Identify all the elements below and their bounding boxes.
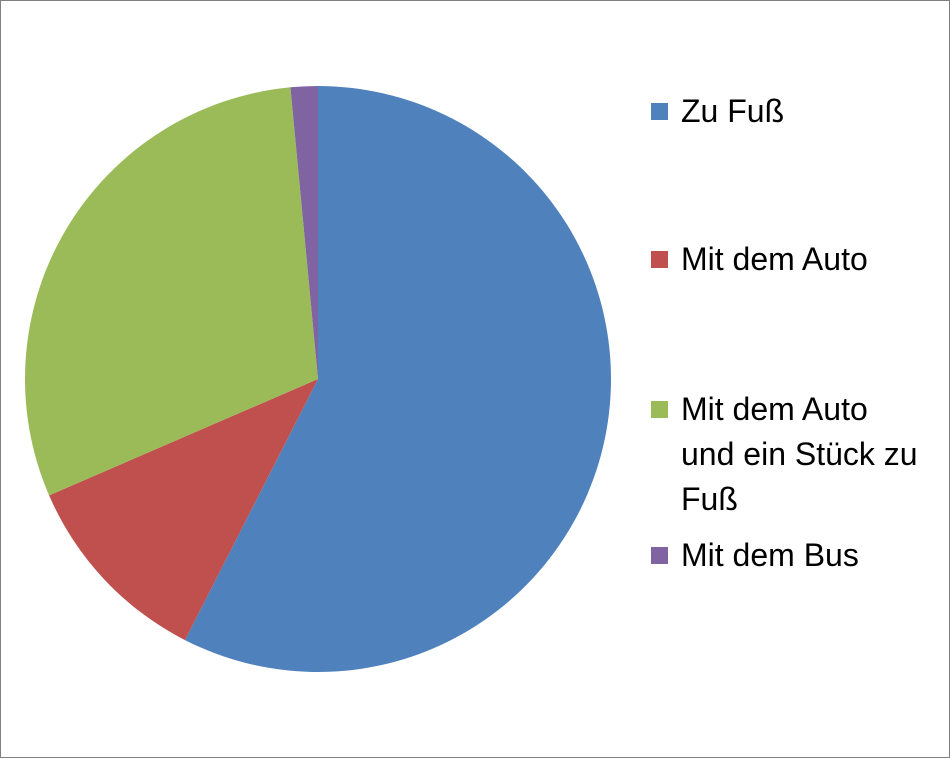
- legend-label-zu-fuss: Zu Fuß: [681, 93, 785, 129]
- legend-label-mit-dem-bus: Mit dem Bus: [681, 537, 859, 573]
- pie-slice-auto-und-fuss: [25, 87, 318, 496]
- legend-item-auto-und-fuss: Mit dem Auto und ein Stück zu Fuß: [651, 387, 921, 522]
- legend-item-mit-dem-auto: Mit dem Auto: [651, 237, 921, 282]
- legend-label-mit-dem-auto: Mit dem Auto: [681, 241, 868, 277]
- legend-item-mit-dem-bus: Mit dem Bus: [651, 533, 921, 578]
- legend-swatch-mit-dem-auto: [651, 251, 668, 268]
- pie-slice-mit-dem-bus: [290, 86, 318, 379]
- legend-label-auto-und-fuss: Mit dem Auto und ein Stück zu Fuß: [681, 391, 918, 517]
- pie-slice-zu-fuss: [184, 86, 612, 672]
- legend-swatch-zu-fuss: [651, 103, 668, 120]
- pie-slices: [25, 86, 612, 672]
- pie-slice-mit-dem-auto: [49, 379, 318, 641]
- legend-item-zu-fuss: Zu Fuß: [651, 89, 921, 134]
- legend-swatch-auto-und-fuss: [651, 401, 668, 418]
- legend-swatch-mit-dem-bus: [651, 547, 668, 564]
